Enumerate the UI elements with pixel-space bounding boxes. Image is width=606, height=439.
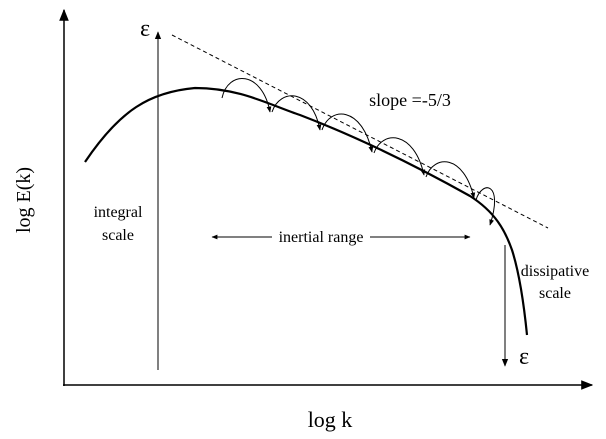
label-background: [272, 226, 370, 246]
integral-scale-label: scale: [102, 227, 134, 244]
slope-label: slope =-5/3: [369, 90, 451, 110]
spectrum-curve: [84, 86, 529, 336]
dissipative-scale-label: scale: [539, 285, 571, 302]
epsilon-label: ε: [140, 16, 150, 42]
y-axis-label: log E(k): [13, 167, 35, 233]
integral-scale-label: integral: [94, 204, 143, 221]
dissipative-scale-label: dissipative: [521, 263, 589, 280]
cascade-arrows: [221, 77, 495, 226]
inertial-range-label: inertial range: [279, 229, 364, 246]
slope-line: [171, 34, 549, 229]
x-axis-label: log k: [308, 407, 353, 432]
epsilon-label: ε: [519, 344, 529, 370]
